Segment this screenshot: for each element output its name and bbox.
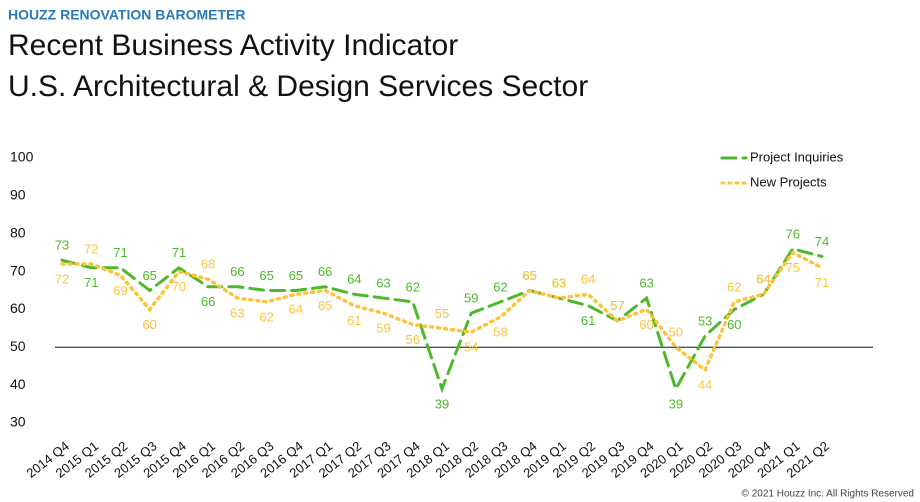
y-tick-label: 90	[10, 187, 26, 203]
data-label: 62	[493, 279, 507, 294]
y-tick-label: 70	[10, 262, 26, 278]
y-tick-label: 40	[10, 376, 26, 392]
data-label: 62	[259, 309, 273, 324]
data-label: 64	[581, 272, 595, 287]
data-label: 61	[581, 313, 595, 328]
data-label: 64	[347, 272, 361, 287]
data-label: 60	[727, 317, 741, 332]
chart-subtitle: U.S. Architectural & Design Services Sec…	[8, 70, 588, 103]
y-tick-label: 60	[10, 300, 26, 316]
data-label: 69	[113, 283, 127, 298]
data-label: 53	[698, 313, 712, 328]
data-label: 75	[786, 260, 800, 275]
data-label: 66	[318, 264, 332, 279]
data-label: 55	[435, 306, 449, 321]
data-label: 60	[142, 317, 156, 332]
data-label: 56	[406, 332, 420, 347]
data-label: 64	[756, 272, 770, 287]
data-label: 72	[84, 241, 98, 256]
data-label: 63	[552, 276, 566, 291]
legend-label: Project Inquiries	[750, 149, 844, 164]
data-label: 39	[435, 396, 449, 411]
y-tick-label: 80	[10, 224, 26, 240]
chart-title: Recent Business Activity Indicator	[8, 29, 458, 62]
data-label: 58	[493, 324, 507, 339]
data-label: 59	[464, 291, 478, 306]
data-label: 65	[142, 268, 156, 283]
data-label: 64	[289, 302, 303, 317]
data-label: 59	[376, 321, 390, 336]
data-label: 71	[84, 275, 98, 290]
data-label: 63	[230, 306, 244, 321]
y-tick-label: 100	[10, 149, 34, 165]
data-label: 57	[610, 298, 624, 313]
data-label: 65	[318, 298, 332, 313]
series-line	[60, 250, 824, 373]
data-label: 66	[201, 294, 215, 309]
data-label: 71	[815, 275, 829, 290]
data-label: 76	[786, 226, 800, 241]
series-line	[60, 247, 824, 394]
legend-label: New Projects	[750, 174, 827, 189]
data-label: 71	[172, 245, 186, 260]
kicker: HOUZZ RENOVATION BAROMETER	[8, 7, 245, 23]
data-label: 44	[698, 377, 712, 392]
data-label: 73	[55, 238, 69, 253]
data-label: 57	[610, 298, 624, 313]
data-label: 72	[55, 271, 69, 286]
data-label: 54	[464, 340, 478, 355]
data-label: 65	[289, 268, 303, 283]
data-label: 63	[639, 276, 653, 291]
data-label: 68	[201, 257, 215, 272]
data-label: 39	[669, 396, 683, 411]
data-label: 50	[669, 325, 683, 340]
data-label: 64	[756, 272, 770, 287]
data-label: 74	[815, 234, 829, 249]
data-label: 61	[347, 313, 361, 328]
data-label: 62	[406, 279, 420, 294]
footer: © 2021 Houzz Inc. All Rights Reserved	[742, 489, 914, 500]
data-label: 60	[639, 317, 653, 332]
data-label: 65	[259, 268, 273, 283]
data-label: 71	[113, 245, 127, 260]
data-label: 63	[376, 276, 390, 291]
data-label: 65	[522, 268, 536, 283]
data-label: 65	[522, 268, 536, 283]
data-label: 62	[727, 279, 741, 294]
data-label: 66	[230, 264, 244, 279]
data-label: 63	[552, 276, 566, 291]
y-tick-label: 50	[10, 338, 26, 354]
data-label: 70	[172, 279, 186, 294]
y-tick-label: 30	[10, 414, 26, 430]
